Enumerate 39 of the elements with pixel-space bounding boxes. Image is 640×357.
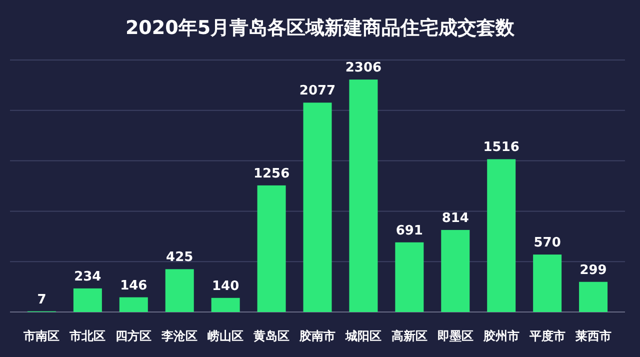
- data-label: 1256: [253, 166, 290, 182]
- data-label: 2306: [345, 60, 382, 76]
- x-tick-label: 崂山区: [208, 329, 244, 343]
- x-tick-label: 胶州市: [482, 329, 520, 343]
- bar: [303, 102, 332, 312]
- data-label: 234: [74, 269, 102, 284]
- bar: [579, 282, 608, 312]
- x-tick-label: 平度市: [528, 329, 566, 343]
- data-label: 299: [580, 262, 607, 278]
- x-tick-label: 莱西市: [574, 329, 612, 343]
- bar: [119, 297, 148, 312]
- x-tick-label: 高新区: [391, 329, 428, 343]
- bar: [349, 80, 378, 312]
- data-label: 570: [534, 236, 561, 251]
- x-tick-label: 李沧区: [160, 329, 198, 343]
- data-label: 691: [396, 223, 423, 238]
- bar: [211, 298, 240, 312]
- data-label: 146: [120, 278, 148, 294]
- data-label: 814: [442, 210, 469, 226]
- bar: [395, 242, 424, 312]
- bar: [441, 230, 470, 312]
- x-tick-label: 黄岛区: [252, 329, 290, 343]
- bar: [487, 159, 516, 312]
- data-label: 140: [212, 278, 240, 294]
- x-tick-label: 城阳区: [344, 329, 382, 343]
- bar: [257, 185, 286, 312]
- x-tick-label: 市南区: [22, 329, 60, 343]
- x-tick-label: 胶南市: [298, 329, 336, 343]
- bar: [73, 288, 102, 312]
- bar: [165, 269, 194, 312]
- data-label: 2077: [299, 84, 336, 99]
- data-label: 425: [166, 250, 194, 266]
- x-tick-label: 即墨区: [437, 329, 474, 343]
- bar: [533, 254, 562, 312]
- data-label: 1516: [483, 140, 520, 156]
- x-tick-label: 市北区: [68, 329, 106, 343]
- data-label: 7: [37, 292, 46, 308]
- chart-title: 2020年5月青岛各区域新建商品住宅成交套数: [125, 17, 516, 39]
- x-tick-label: 四方区: [116, 329, 152, 343]
